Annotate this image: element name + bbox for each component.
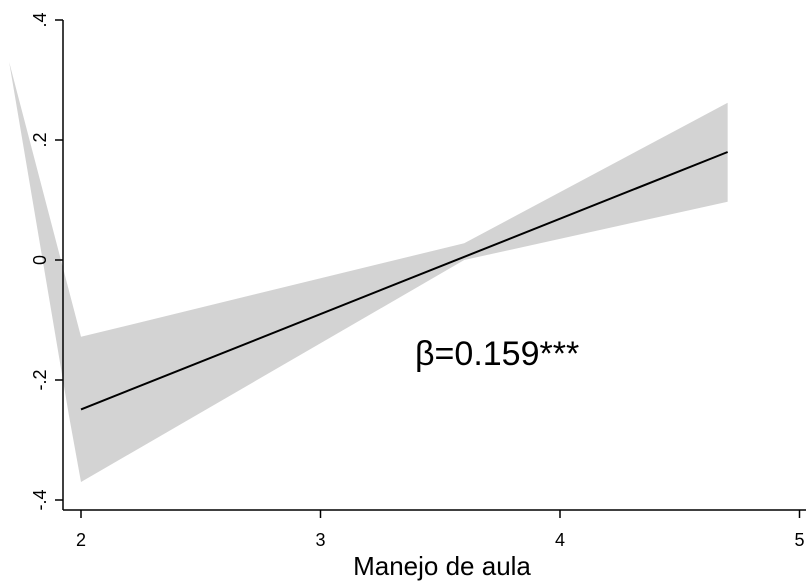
annotations: β=0.159*** bbox=[415, 335, 579, 373]
x-axis: 2 3 4 5 bbox=[63, 509, 806, 550]
coefficient-annotation: β=0.159*** bbox=[415, 335, 579, 373]
y-tick-label: .4 bbox=[30, 12, 50, 27]
x-axis-title: Manejo de aula bbox=[353, 551, 531, 581]
confidence-band bbox=[9, 62, 728, 482]
y-tick-label: .2 bbox=[30, 132, 50, 147]
y-tick-label: -.2 bbox=[30, 369, 50, 390]
y-tick-label: -.4 bbox=[30, 489, 50, 510]
x-tick-label: 3 bbox=[315, 530, 325, 550]
x-tick-label: 2 bbox=[76, 530, 86, 550]
x-tick-label: 5 bbox=[794, 530, 804, 550]
x-tick-label: 4 bbox=[555, 530, 565, 550]
y-axis: -.4 -.2 0 .2 .4 bbox=[30, 12, 64, 511]
fitted-line bbox=[80, 151, 729, 411]
plot-area bbox=[9, 62, 729, 482]
y-tick-label: 0 bbox=[30, 255, 50, 265]
